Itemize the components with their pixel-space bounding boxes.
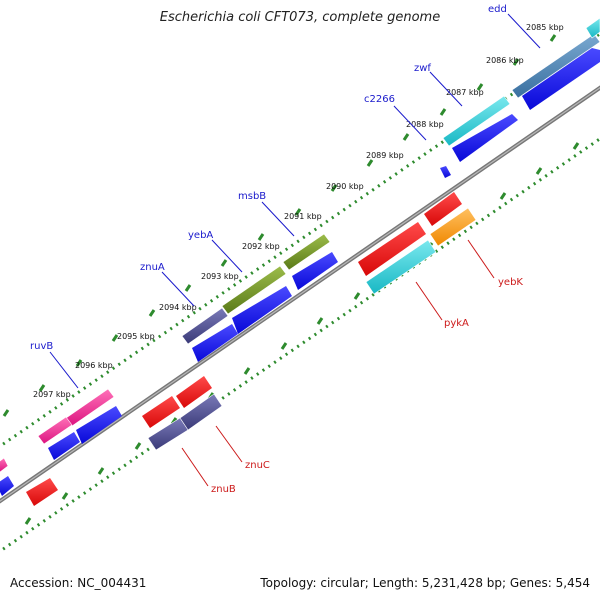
cds-arrow <box>452 114 518 162</box>
kbp-label: 2091 kbp <box>284 212 322 221</box>
kbp-label: 2086 kbp <box>486 56 524 65</box>
gene-ruvB-b <box>37 416 73 445</box>
cds-arrow <box>0 476 14 496</box>
cds-minus-arrow <box>424 192 462 226</box>
plus-cds-row <box>0 48 600 496</box>
genome-summary: Topology: circular; Length: 5,231,428 bp… <box>260 576 590 590</box>
gene-left-magenta <box>0 457 9 473</box>
kbp-label: 2093 kbp <box>201 272 239 281</box>
kbp-label: 2094 kbp <box>159 303 197 312</box>
gene-znuB <box>147 417 189 451</box>
gene-yebK <box>429 207 477 247</box>
cds-arrow <box>232 286 292 334</box>
gene-label-yebK: yebK <box>498 277 523 288</box>
cds-arrow <box>292 252 338 290</box>
cds-minus-arrow <box>142 396 180 428</box>
gene-zwf <box>442 95 511 147</box>
major-ticks-outer <box>2 34 557 417</box>
genome-backbone <box>0 85 600 504</box>
gene-label-pykA: pykA <box>444 318 469 329</box>
kbp-label: 2097 kbp <box>33 390 71 399</box>
plus-gene-labels: edd zwf c2266 msbB yebA znuA ruvB <box>30 4 507 352</box>
cds-arrow-small <box>440 166 451 178</box>
gene-label-msbB: msbB <box>238 191 266 202</box>
gene-znuA <box>181 307 229 345</box>
gene-edd <box>511 33 600 99</box>
kbp-label: 2087 kbp <box>446 88 484 97</box>
kbp-label: 2095 kbp <box>117 332 155 341</box>
kbp-label: 2096 kbp <box>75 361 113 370</box>
gene-label-c2266: c2266 <box>364 94 395 105</box>
kbp-label: 2090 kbp <box>326 182 364 191</box>
plus-gene-row <box>0 17 600 473</box>
cds-arrow <box>522 48 600 110</box>
kbp-label: 2092 kbp <box>242 242 280 251</box>
gene-label-znuC: znuC <box>245 460 270 471</box>
gene-edd-cyan <box>585 17 600 39</box>
kbp-label: 2085 kbp <box>526 23 564 32</box>
accession-label: Accession: NC_004431 <box>10 576 147 590</box>
cds-arrow <box>48 432 80 460</box>
minus-gene-row <box>147 207 477 451</box>
gene-msbB <box>282 233 331 271</box>
inner-tick-track <box>0 136 600 554</box>
gene-label-znuA: znuA <box>140 262 165 273</box>
minus-gene-labels: yebK pykA znuC znuB <box>211 277 523 495</box>
gene-label-zwf: zwf <box>414 63 431 74</box>
minus-cds-row <box>26 192 462 506</box>
kbp-labels: 2085 kbp 2086 kbp 2087 kbp 2088 kbp 2089… <box>33 23 564 399</box>
cds-arrow <box>192 324 238 362</box>
minus-label-leaders <box>181 239 495 487</box>
kbp-label: 2089 kbp <box>366 151 404 160</box>
cds-minus-arrow <box>26 478 58 506</box>
cds-minus-arrow <box>358 222 426 276</box>
gene-label-ruvB: ruvB <box>30 341 53 352</box>
gene-label-znuB: znuB <box>211 484 236 495</box>
map-title: Escherichia coli CFT073, complete genome <box>159 10 441 25</box>
major-ticks-inner <box>24 142 580 525</box>
cds-minus-arrow <box>176 376 212 408</box>
kbp-label: 2088 kbp <box>406 120 444 129</box>
cds-arrow <box>76 406 122 444</box>
gene-pykA <box>365 239 437 295</box>
outer-tick-track <box>0 31 600 449</box>
plus-label-leaders <box>49 13 541 389</box>
gene-label-edd: edd <box>488 4 507 15</box>
gene-label-yebA: yebA <box>188 230 213 241</box>
gene-yebA <box>221 265 287 315</box>
